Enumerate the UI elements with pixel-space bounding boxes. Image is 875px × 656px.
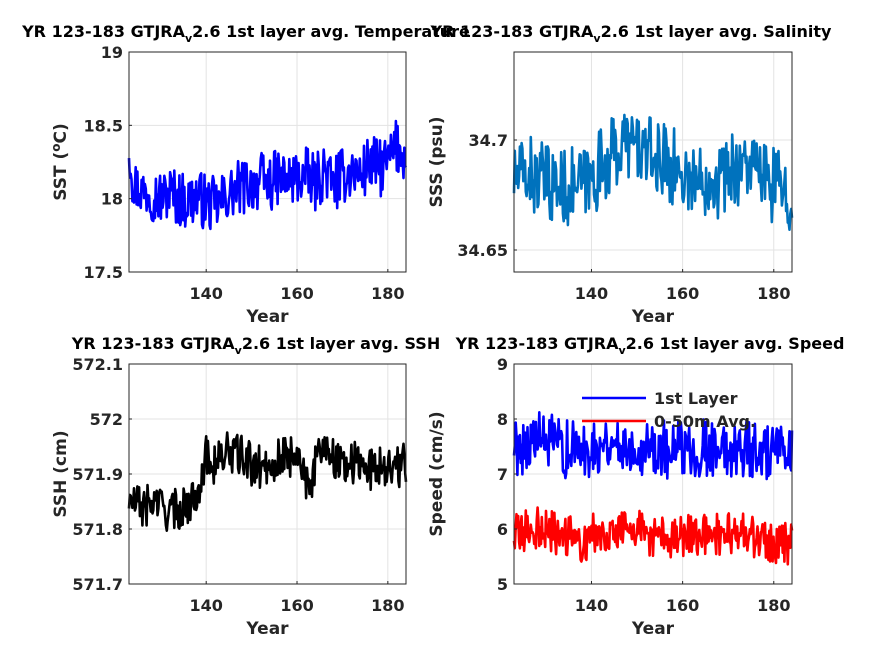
- chart-3-y-axis-label: SSH (cm): [51, 430, 71, 517]
- chart-3-x-tick-label: 140: [189, 596, 222, 615]
- chart-1: 140 160 180 17.5 18 18.5 19 Year SST (oC) YR 123-…: [21, 22, 470, 327]
- chart-2-y-axis-label: SSS (psu): [427, 116, 447, 207]
- chart-4-y-tick-label: 6: [497, 520, 508, 539]
- chart-1-x-tick-label: 180: [371, 284, 404, 303]
- chart-4-y-axis-label: Speed (cm/s): [427, 411, 447, 536]
- chart-4-series-2-line: [512, 506, 794, 566]
- chart-1-axes-box: [128, 51, 407, 273]
- chart-1-y-tick-label: 19: [101, 43, 123, 62]
- chart-4-x-axis-label: Year: [631, 619, 675, 639]
- chart-1-y-tick-label: 18.5: [84, 116, 123, 135]
- chart-4: 140 160 180 5 6 7 8 9 Year Speed (cm/s) YR 123-183…: [427, 334, 844, 639]
- chart-3-y-tick-label: 571.8: [72, 520, 123, 539]
- chart-3-x-axis-label: Year: [245, 619, 289, 639]
- chart-4-y-tick-label: 9: [497, 355, 508, 374]
- chart-4-title: YR 123-183 GTJRAv2.6 1st layer avg. Spee…: [455, 334, 845, 357]
- chart-4-x-tick-label: 180: [757, 596, 790, 615]
- chart-3-y-tick-label: 572.1: [72, 355, 123, 374]
- chart-2-y-tick-label: 34.65: [457, 241, 508, 260]
- chart-2-title: YR 123-183 GTJRAv2.6 1st layer avg. Sali…: [430, 22, 833, 45]
- chart-4-y-tick-label: 5: [497, 575, 508, 594]
- chart-2-series-1-line: [512, 113, 794, 231]
- chart-3-y-tick-label: 571.9: [72, 465, 123, 484]
- chart-2: 140 160 180 34.65 34.7 Year SSS (psu) YR 123-18…: [427, 22, 832, 327]
- chart-3: 140 160 180 571.7 571.8 571.9 572 572.1 Year SSH …: [51, 334, 440, 639]
- chart-2-axes-box: [513, 51, 793, 273]
- chart-3-x-tick-label: 160: [280, 596, 313, 615]
- chart-1-y-axis-label: SST (oC): [49, 123, 71, 201]
- chart-4-legend-label-1: 1st Layer: [654, 389, 738, 408]
- chart-3-series-1-line: [127, 431, 408, 533]
- chart-1-title: YR 123-183 GTJRAv2.6 1st layer avg. Temp…: [21, 22, 470, 45]
- chart-1-x-axis-label: Year: [245, 307, 289, 327]
- chart-1-x-tick-label: 140: [189, 284, 222, 303]
- chart-2-x-tick-label: 160: [666, 284, 699, 303]
- chart-3-x-tick-label: 180: [371, 596, 404, 615]
- chart-4-y-tick-label: 8: [497, 410, 508, 429]
- chart-1-y-tick-label: 18: [101, 190, 123, 209]
- chart-3-y-tick-label: 571.7: [72, 575, 123, 594]
- chart-4-x-tick-label: 140: [575, 596, 608, 615]
- chart-4-y-tick-label: 7: [497, 465, 508, 484]
- chart-2-y-tick-label: 34.7: [469, 131, 508, 150]
- chart-1-x-tick-label: 160: [280, 284, 313, 303]
- chart-4-x-tick-label: 160: [666, 596, 699, 615]
- chart-1-series-1-line: [127, 119, 408, 231]
- chart-1-y-tick-label: 17.5: [84, 263, 123, 282]
- chart-4-series-1-line: [512, 410, 794, 481]
- chart-4-legend-label-2: 0-50m Avg.: [654, 412, 756, 431]
- chart-3-y-tick-label: 572: [90, 410, 123, 429]
- chart-3-title: YR 123-183 GTJRAv2.6 1st layer avg. SSH: [71, 334, 440, 357]
- chart-2-x-axis-label: Year: [631, 307, 675, 327]
- chart-2-x-tick-label: 180: [757, 284, 790, 303]
- chart-2-x-tick-label: 140: [575, 284, 608, 303]
